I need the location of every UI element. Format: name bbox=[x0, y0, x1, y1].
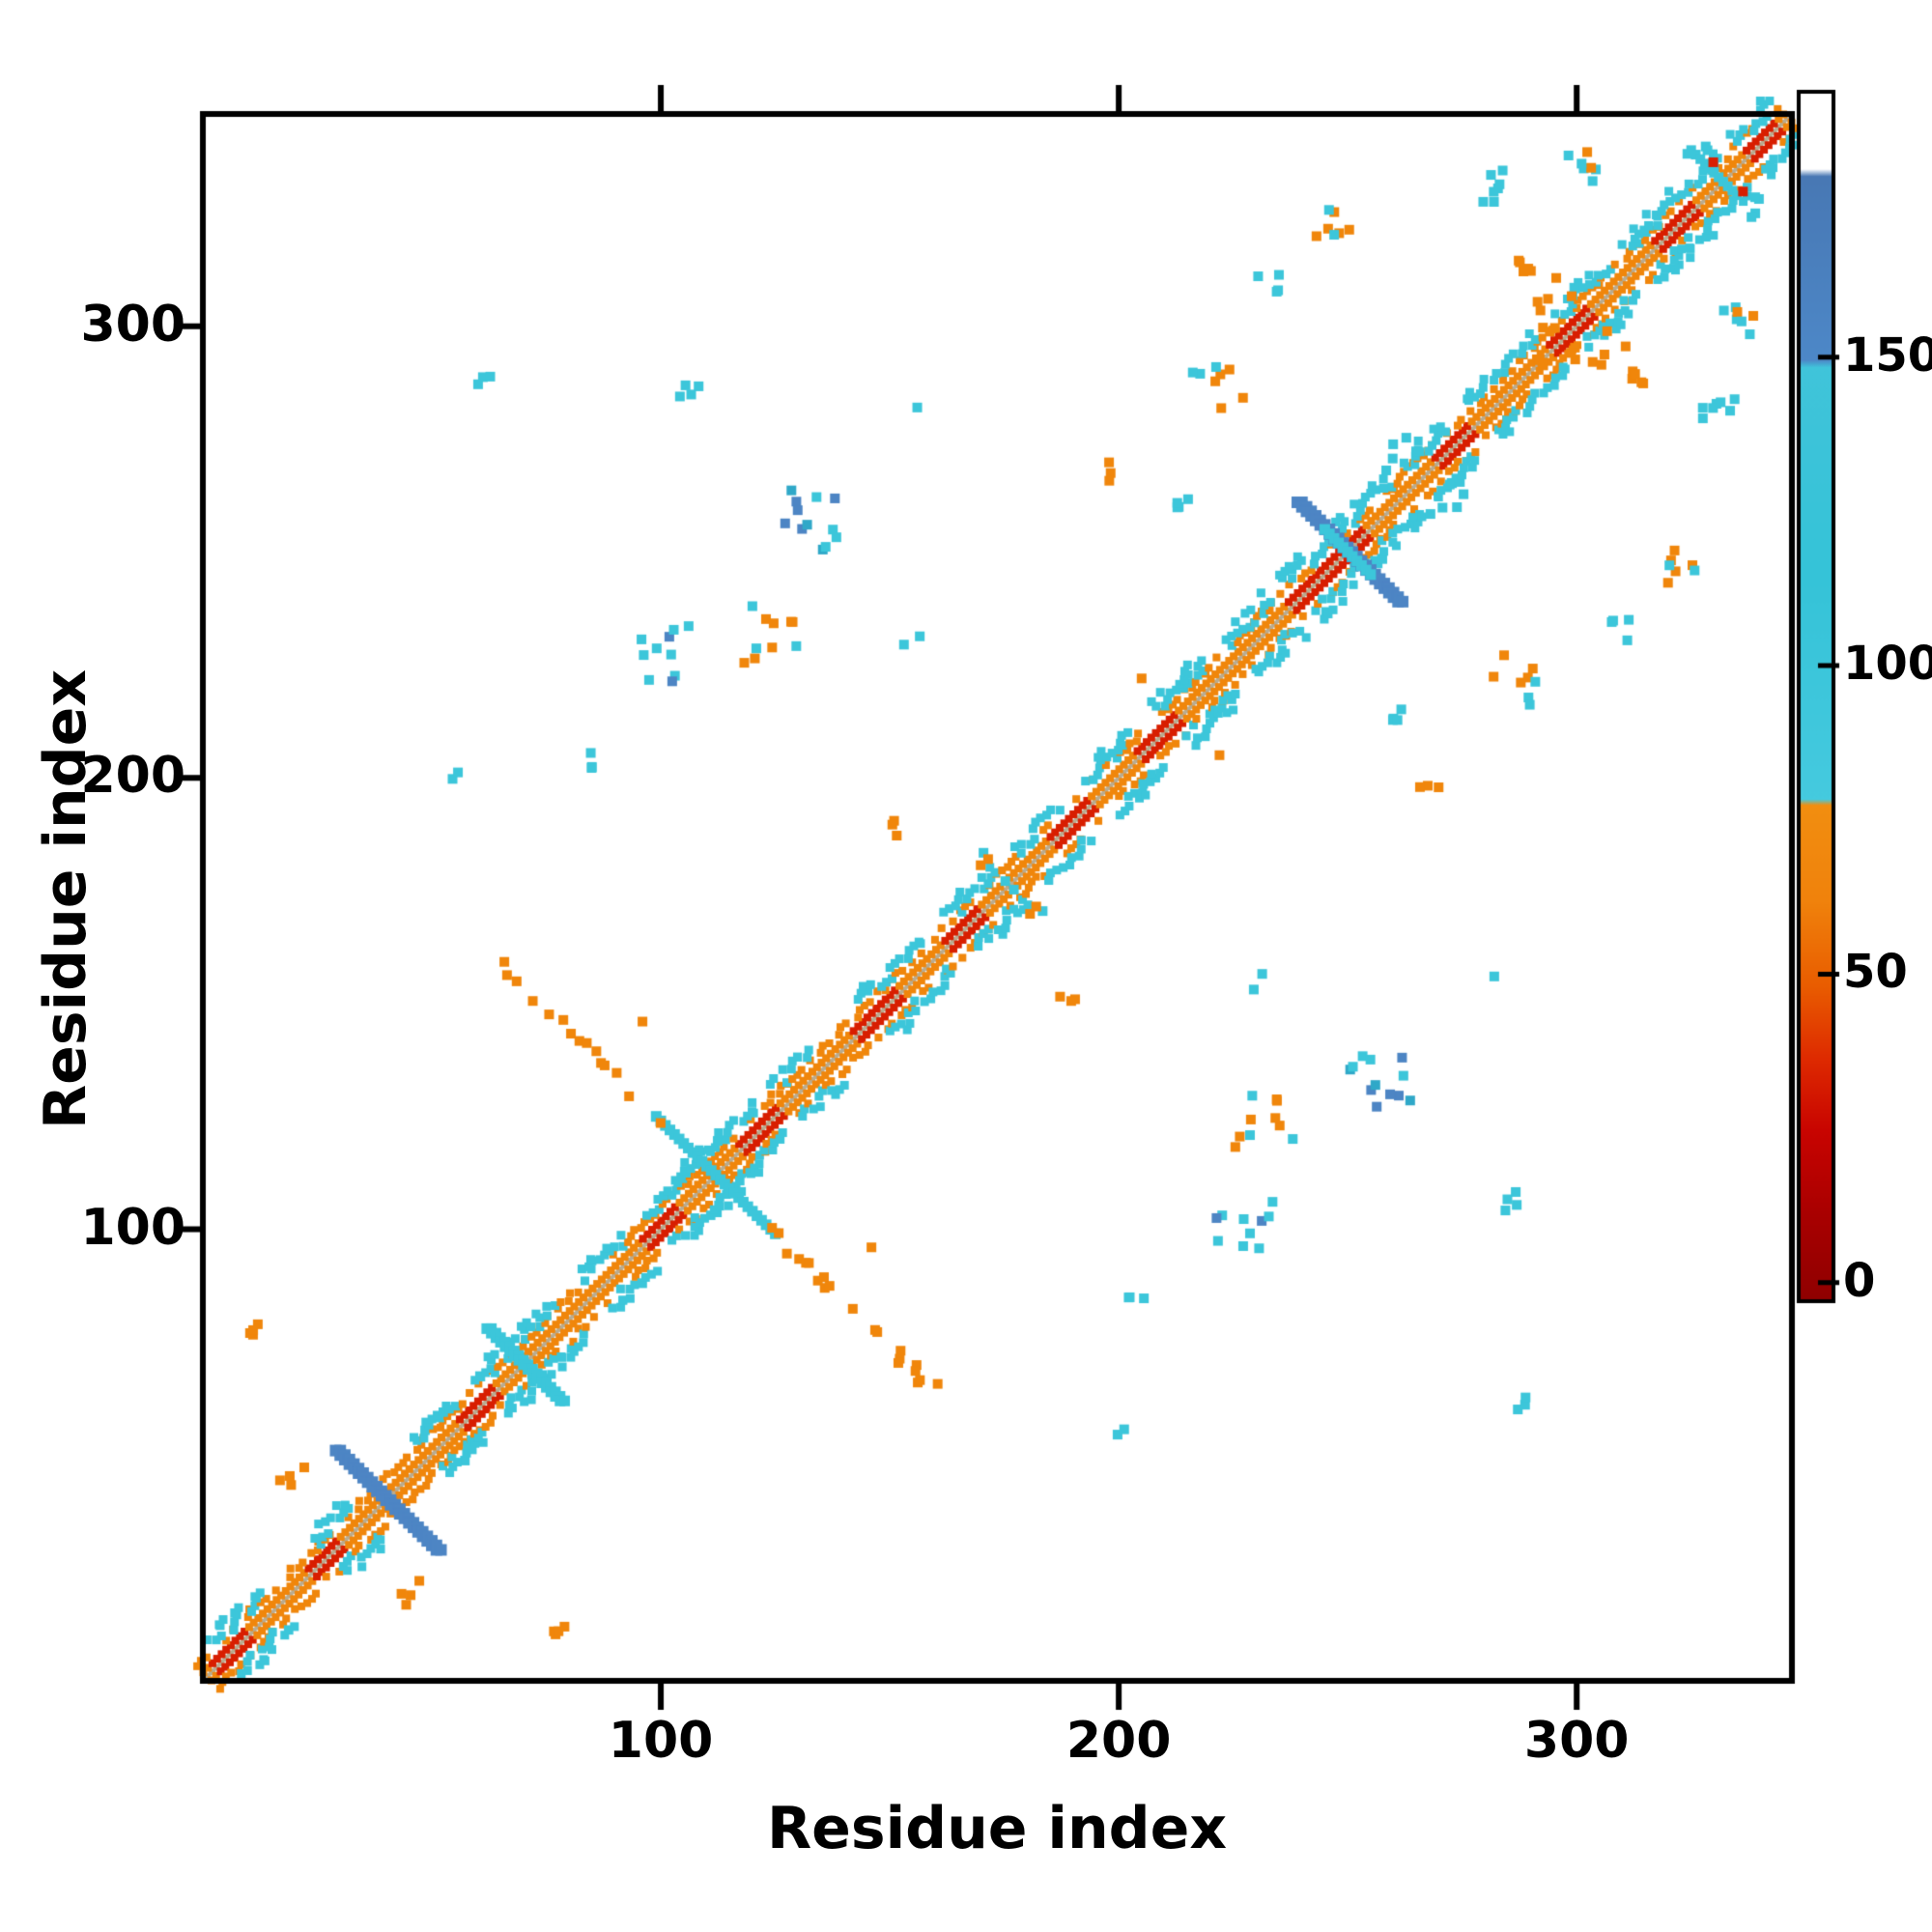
colorbar-tick-label: 100 bbox=[1843, 637, 1932, 692]
colorbar-tick-label: 50 bbox=[1843, 945, 1908, 1000]
x-tick-label: 200 bbox=[1065, 1712, 1172, 1770]
colorbar-tick-label: 150 bbox=[1843, 327, 1932, 383]
colorbar-tick-label: 0 bbox=[1843, 1253, 1876, 1308]
x-axis-title: Residue index bbox=[766, 1795, 1228, 1862]
y-tick-label: 100 bbox=[80, 1198, 185, 1257]
x-tick-label: 300 bbox=[1523, 1712, 1630, 1770]
y-tick-label: 300 bbox=[80, 295, 185, 354]
x-tick-label: 100 bbox=[608, 1712, 714, 1770]
y-tick-label: 200 bbox=[80, 747, 185, 806]
